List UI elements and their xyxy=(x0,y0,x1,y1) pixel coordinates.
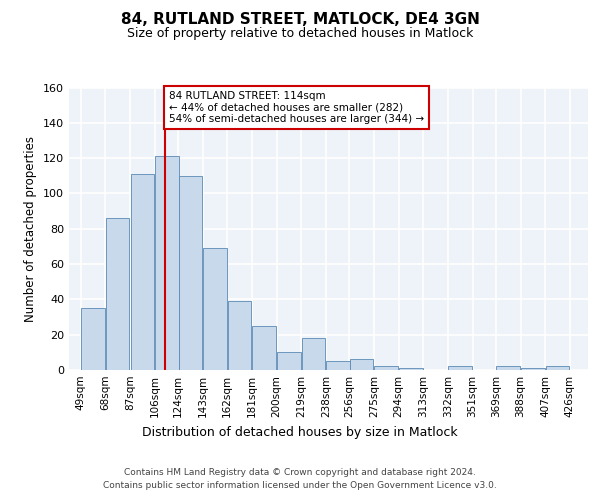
Bar xyxy=(106,218,130,370)
Text: Size of property relative to detached houses in Matlock: Size of property relative to detached ho… xyxy=(127,28,473,40)
Bar xyxy=(521,368,545,370)
Bar xyxy=(81,308,105,370)
Bar xyxy=(203,248,227,370)
Bar xyxy=(374,366,398,370)
Text: Distribution of detached houses by size in Matlock: Distribution of detached houses by size … xyxy=(142,426,458,439)
Bar xyxy=(448,366,472,370)
Bar xyxy=(546,366,569,370)
Bar xyxy=(302,338,325,370)
Bar xyxy=(326,361,350,370)
Bar xyxy=(399,368,422,370)
Bar xyxy=(228,301,251,370)
Text: 84 RUTLAND STREET: 114sqm
← 44% of detached houses are smaller (282)
54% of semi: 84 RUTLAND STREET: 114sqm ← 44% of detac… xyxy=(169,91,424,124)
Text: 84, RUTLAND STREET, MATLOCK, DE4 3GN: 84, RUTLAND STREET, MATLOCK, DE4 3GN xyxy=(121,12,479,28)
Bar xyxy=(155,156,179,370)
Bar xyxy=(179,176,202,370)
Bar xyxy=(496,366,520,370)
Text: Contains public sector information licensed under the Open Government Licence v3: Contains public sector information licen… xyxy=(103,482,497,490)
Bar xyxy=(277,352,301,370)
Bar xyxy=(131,174,154,370)
Text: Contains HM Land Registry data © Crown copyright and database right 2024.: Contains HM Land Registry data © Crown c… xyxy=(124,468,476,477)
Bar xyxy=(350,360,373,370)
Y-axis label: Number of detached properties: Number of detached properties xyxy=(25,136,37,322)
Bar xyxy=(253,326,276,370)
